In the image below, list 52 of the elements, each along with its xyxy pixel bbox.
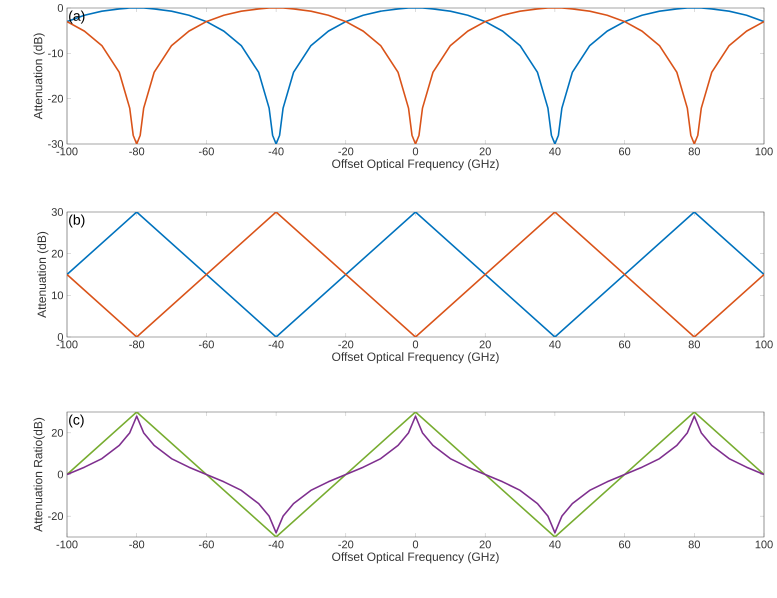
x-tick-label: -100 — [56, 340, 78, 348]
x-tick-label: 0 — [412, 540, 418, 548]
x-tick-label: 80 — [688, 148, 700, 156]
x-tick-label: -40 — [268, 340, 284, 348]
x-tick-label: -20 — [338, 540, 354, 548]
y-tick-label: 0 — [58, 4, 64, 12]
x-tick-label: 60 — [619, 340, 630, 348]
x-tick-label: 0 — [412, 340, 418, 348]
x-axis-title: Offset Optical Frequency (GHz) — [332, 159, 499, 170]
x-tick-label: -20 — [338, 148, 354, 156]
x-tick-label: 0 — [412, 148, 418, 156]
x-axis-title: Offset Optical Frequency (GHz) — [332, 552, 499, 564]
y-tick-label: 30 — [52, 208, 64, 216]
y-tick-label: 20 — [52, 428, 64, 437]
x-tick-label: 100 — [756, 148, 773, 156]
x-tick-label: 100 — [756, 340, 773, 348]
y-axis-title: Attenuation (dB) — [37, 232, 48, 318]
x-tick-label: -40 — [268, 540, 284, 548]
x-tick-label: -100 — [56, 540, 78, 548]
x-tick-label: 40 — [549, 148, 561, 156]
annotation: (c) — [69, 414, 84, 428]
y-tick-label: 10 — [52, 291, 64, 300]
x-tick-label: -60 — [198, 540, 214, 548]
x-tick-label: -60 — [198, 340, 214, 348]
x-tick-label: 100 — [756, 540, 773, 548]
y-tick-label: -20 — [48, 94, 64, 103]
x-tick-label: -20 — [338, 340, 354, 348]
y-tick-label: 0 — [58, 470, 64, 478]
x-tick-label: -80 — [129, 540, 144, 548]
x-tick-label: 80 — [688, 340, 700, 348]
x-tick-label: 20 — [480, 340, 491, 348]
x-tick-label: 20 — [480, 540, 491, 548]
y-tick-label: 0 — [58, 333, 64, 341]
y-tick-label: 20 — [52, 250, 64, 258]
y-tick-label: -30 — [48, 140, 64, 148]
annotation: (b) — [69, 214, 84, 228]
x-tick-label: 60 — [619, 540, 630, 548]
x-tick-label: -80 — [129, 148, 144, 156]
x-tick-label: -60 — [198, 148, 214, 156]
y-tick-label: -10 — [48, 49, 64, 58]
x-tick-label: -100 — [56, 148, 78, 156]
y-axis-title: Attenuation (dB) — [34, 33, 45, 120]
x-tick-label: 40 — [549, 540, 561, 548]
x-tick-label: 60 — [619, 148, 630, 156]
x-tick-label: 20 — [480, 148, 491, 156]
x-tick-label: 80 — [688, 540, 700, 548]
x-tick-label: -80 — [129, 340, 144, 348]
x-tick-label: 40 — [549, 340, 561, 348]
x-tick-label: -40 — [268, 148, 284, 156]
y-axis-title: Attenuation Ratio(dB) — [34, 418, 45, 532]
x-axis-title: Offset Optical Frequency (GHz) — [332, 352, 499, 364]
y-tick-label: -20 — [48, 512, 64, 520]
